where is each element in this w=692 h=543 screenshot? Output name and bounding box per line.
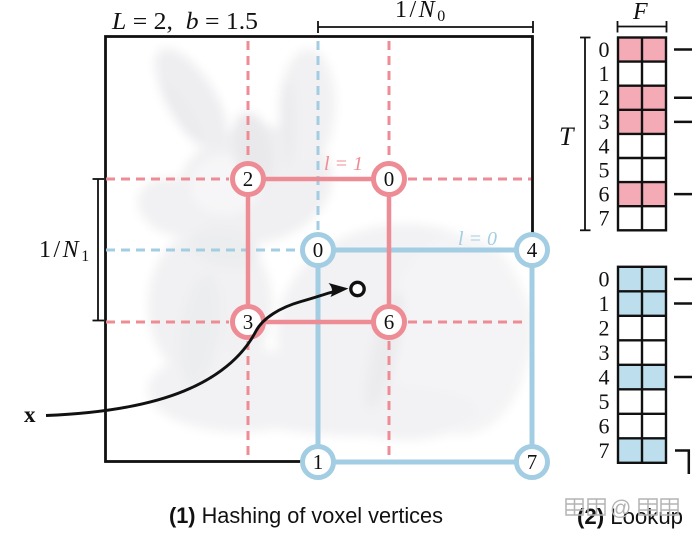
svg-text:1/N0: 1/N0	[395, 0, 445, 25]
svg-text:4: 4	[599, 364, 610, 389]
svg-text:6: 6	[599, 181, 610, 206]
svg-text:6: 6	[384, 310, 395, 334]
svg-text:0: 0	[313, 238, 324, 262]
svg-text:1: 1	[313, 450, 324, 474]
svg-text:x: x	[24, 402, 36, 427]
svg-text:2: 2	[599, 85, 610, 110]
svg-text:7: 7	[599, 438, 610, 463]
svg-text:l = 0: l = 0	[458, 228, 497, 250]
svg-text:0: 0	[599, 37, 610, 62]
svg-text:F: F	[632, 0, 648, 25]
svg-text:4: 4	[599, 133, 610, 158]
svg-text:l = 1: l = 1	[324, 153, 363, 175]
svg-text:2: 2	[599, 315, 610, 340]
svg-text:7: 7	[599, 206, 610, 231]
svg-text:(1) Hashing of voxel vertices: (1) Hashing of voxel vertices	[169, 503, 443, 528]
svg-text:@: @	[610, 497, 631, 520]
svg-text:5: 5	[599, 389, 610, 414]
svg-text:1/N1: 1/N1	[39, 237, 89, 265]
svg-text:1: 1	[599, 61, 610, 86]
svg-text:4: 4	[527, 238, 538, 262]
svg-text:0: 0	[384, 167, 395, 191]
svg-text:2: 2	[243, 167, 254, 191]
svg-text:3: 3	[599, 340, 610, 365]
svg-text:(2) Lookup: (2) Lookup	[577, 504, 683, 529]
svg-text:L = 2, b = 1.5: L = 2, b = 1.5	[111, 9, 258, 35]
svg-text:3: 3	[599, 109, 610, 134]
svg-text:6: 6	[599, 413, 610, 438]
svg-text:0: 0	[599, 266, 610, 291]
svg-text:7: 7	[527, 450, 538, 474]
svg-text:5: 5	[599, 157, 610, 182]
svg-text:3: 3	[243, 310, 254, 334]
svg-text:1: 1	[599, 291, 610, 316]
svg-text:T: T	[559, 122, 575, 151]
